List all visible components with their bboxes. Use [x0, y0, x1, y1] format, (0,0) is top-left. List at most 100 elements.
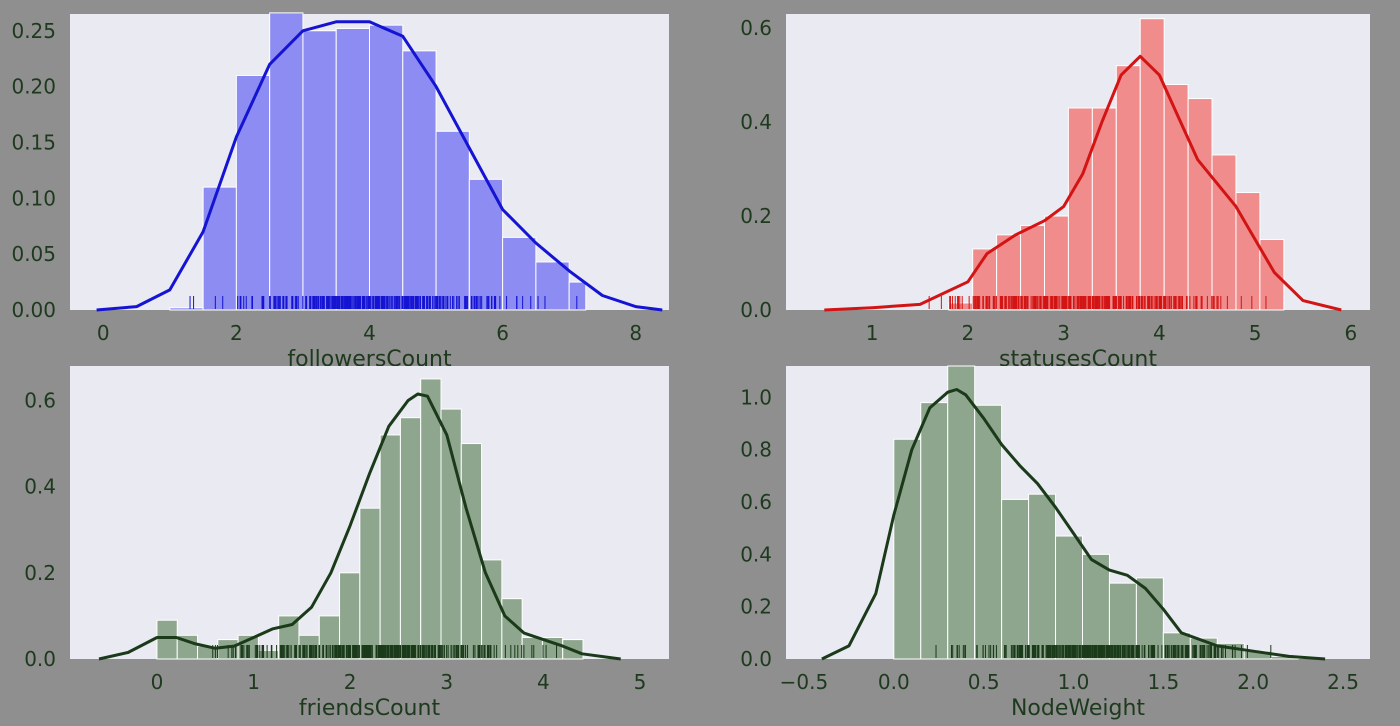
chart-node-weight: 0.0 0.2 0.4 0.6 0.8 1.0 −0.5 0.0 0.5 1.0 1.5 2.0 2.5…: [740, 365, 1370, 721]
histogram-bar: [359, 507, 381, 660]
y-axis-ticks: 0.00 0.05 0.10 0.15 0.20 0.25: [11, 19, 56, 322]
x-axis-label: NodeWeight: [1011, 696, 1145, 721]
y-tick-label: 0.2: [24, 561, 56, 585]
histogram-bar: [535, 261, 570, 311]
chart-followers-count: 0.000.050.100.150.200.250 2 4 6 8 followersC…: [11, 12, 669, 372]
histogram-bar: [1187, 98, 1213, 311]
chart-statuses-count: 0.00.20.40.61 2 3 4 5 6 statusesCount: [740, 14, 1370, 372]
x-tick-label: 0.0: [878, 670, 910, 694]
histogram-bar: [1163, 83, 1189, 311]
histogram-bar: [302, 30, 337, 311]
rug-marks: [189, 296, 578, 309]
x-axis-label: friendsCount: [299, 696, 441, 721]
histogram-bar: [379, 434, 401, 660]
histogram-bar: [893, 438, 922, 660]
y-axis-ticks: 0.0 0.2 0.4 0.6: [740, 16, 772, 322]
kde-curve: [96, 20, 663, 312]
kde-curve: [821, 388, 1326, 661]
histogram-bar: [1259, 239, 1285, 311]
x-tick-label: 2.0: [1237, 670, 1269, 694]
x-tick-label: 2.5: [1327, 670, 1359, 694]
y-tick-label: 0.15: [11, 130, 56, 154]
y-tick-label: 0.0: [740, 298, 772, 322]
histogram-bar: [435, 130, 470, 311]
x-axis-ticks: 0 2 4 6 8: [97, 321, 642, 345]
histogram-bar: [169, 307, 204, 311]
x-tick-label: 6: [496, 321, 509, 345]
histogram-bar: [947, 365, 976, 660]
histogram-bar: [257, 649, 280, 660]
y-tick-label: 0.10: [11, 186, 56, 210]
y-tick-label: 0.2: [740, 595, 772, 619]
histogram-bar: [1081, 553, 1110, 660]
histogram-bar: [269, 12, 304, 311]
histogram-bar: [920, 402, 949, 660]
histogram-bar: [1001, 498, 1030, 660]
y-tick-label: 0.20: [11, 75, 56, 99]
x-tick-label: 1: [247, 670, 260, 694]
rug-marks: [928, 296, 1267, 309]
y-tick-label: 0.2: [740, 204, 772, 228]
x-tick-label: 0: [151, 670, 164, 694]
y-tick-label: 0.8: [740, 438, 772, 462]
histogram-bar: [1028, 493, 1057, 660]
x-tick-label: 8: [629, 321, 642, 345]
y-tick-label: 0.6: [740, 16, 772, 40]
histogram-bar: [460, 443, 483, 660]
x-tick-label: 4: [363, 321, 376, 345]
histogram-bar: [568, 281, 587, 311]
rug-marks: [935, 645, 1272, 658]
x-tick-label: 2: [344, 670, 357, 694]
y-tick-label: 0.0: [740, 647, 772, 671]
y-tick-label: 0.4: [24, 475, 56, 499]
histogram-bar: [481, 559, 503, 660]
y-tick-label: 0.00: [11, 298, 56, 322]
x-tick-label: 6: [1344, 321, 1357, 345]
x-axis-ticks: 0 1 2 3 4 5: [151, 670, 647, 694]
y-axis-ticks: 0.0 0.2 0.4 0.6 0.8 1.0: [740, 385, 772, 671]
histogram-bar: [235, 74, 271, 311]
histogram-bar: [1043, 215, 1069, 311]
histogram-bar: [1211, 154, 1237, 311]
histogram-bar: [501, 598, 523, 660]
x-tick-label: 5: [1249, 321, 1262, 345]
x-tick-label: 3: [440, 670, 453, 694]
x-axis-ticks: −0.5 0.0 0.5 1.0 1.5 2.0 2.5: [780, 670, 1359, 694]
x-tick-label: 4: [537, 670, 550, 694]
histogram-bar: [420, 378, 442, 660]
y-tick-label: 0.0: [24, 647, 56, 671]
x-tick-label: 5: [634, 670, 647, 694]
x-tick-label: 2: [962, 321, 975, 345]
histogram-bar: [1067, 107, 1093, 311]
histogram-bar: [335, 28, 371, 311]
histogram-bar: [369, 24, 404, 311]
x-tick-label: 4: [1153, 321, 1166, 345]
histogram-bar: [1139, 18, 1165, 311]
x-axis-ticks: 1 2 3 4 5 6: [866, 321, 1357, 345]
x-tick-label: 0.5: [968, 670, 1000, 694]
histogram-bar: [402, 50, 437, 311]
x-tick-label: 1.0: [1058, 670, 1090, 694]
histogram-bar: [1115, 65, 1141, 311]
histogram-bar: [202, 186, 237, 311]
y-tick-label: 0.25: [11, 19, 56, 43]
y-tick-label: 1.0: [740, 385, 772, 409]
kde-curve: [824, 54, 1342, 312]
x-tick-label: 1: [866, 321, 879, 345]
x-tick-label: 2: [230, 321, 243, 345]
x-tick-label: 3: [1057, 321, 1070, 345]
kde-curve: [98, 392, 621, 661]
histogram-bar: [974, 404, 1003, 660]
rug-marks: [212, 645, 558, 658]
chart-friends-count: 0.0 0.2 0.4 0.6 0 1 2 3 4 5 friendsCount: [24, 366, 669, 721]
x-tick-label: 0: [97, 321, 110, 345]
x-tick-label: −0.5: [780, 670, 829, 694]
y-tick-label: 0.6: [740, 490, 772, 514]
y-axis-ticks: 0.0 0.2 0.4 0.6: [24, 388, 56, 671]
y-tick-label: 0.4: [740, 542, 772, 566]
y-tick-label: 0.4: [740, 110, 772, 134]
y-tick-label: 0.05: [11, 242, 56, 266]
histogram-bar: [399, 417, 422, 660]
y-tick-label: 0.6: [24, 388, 56, 412]
